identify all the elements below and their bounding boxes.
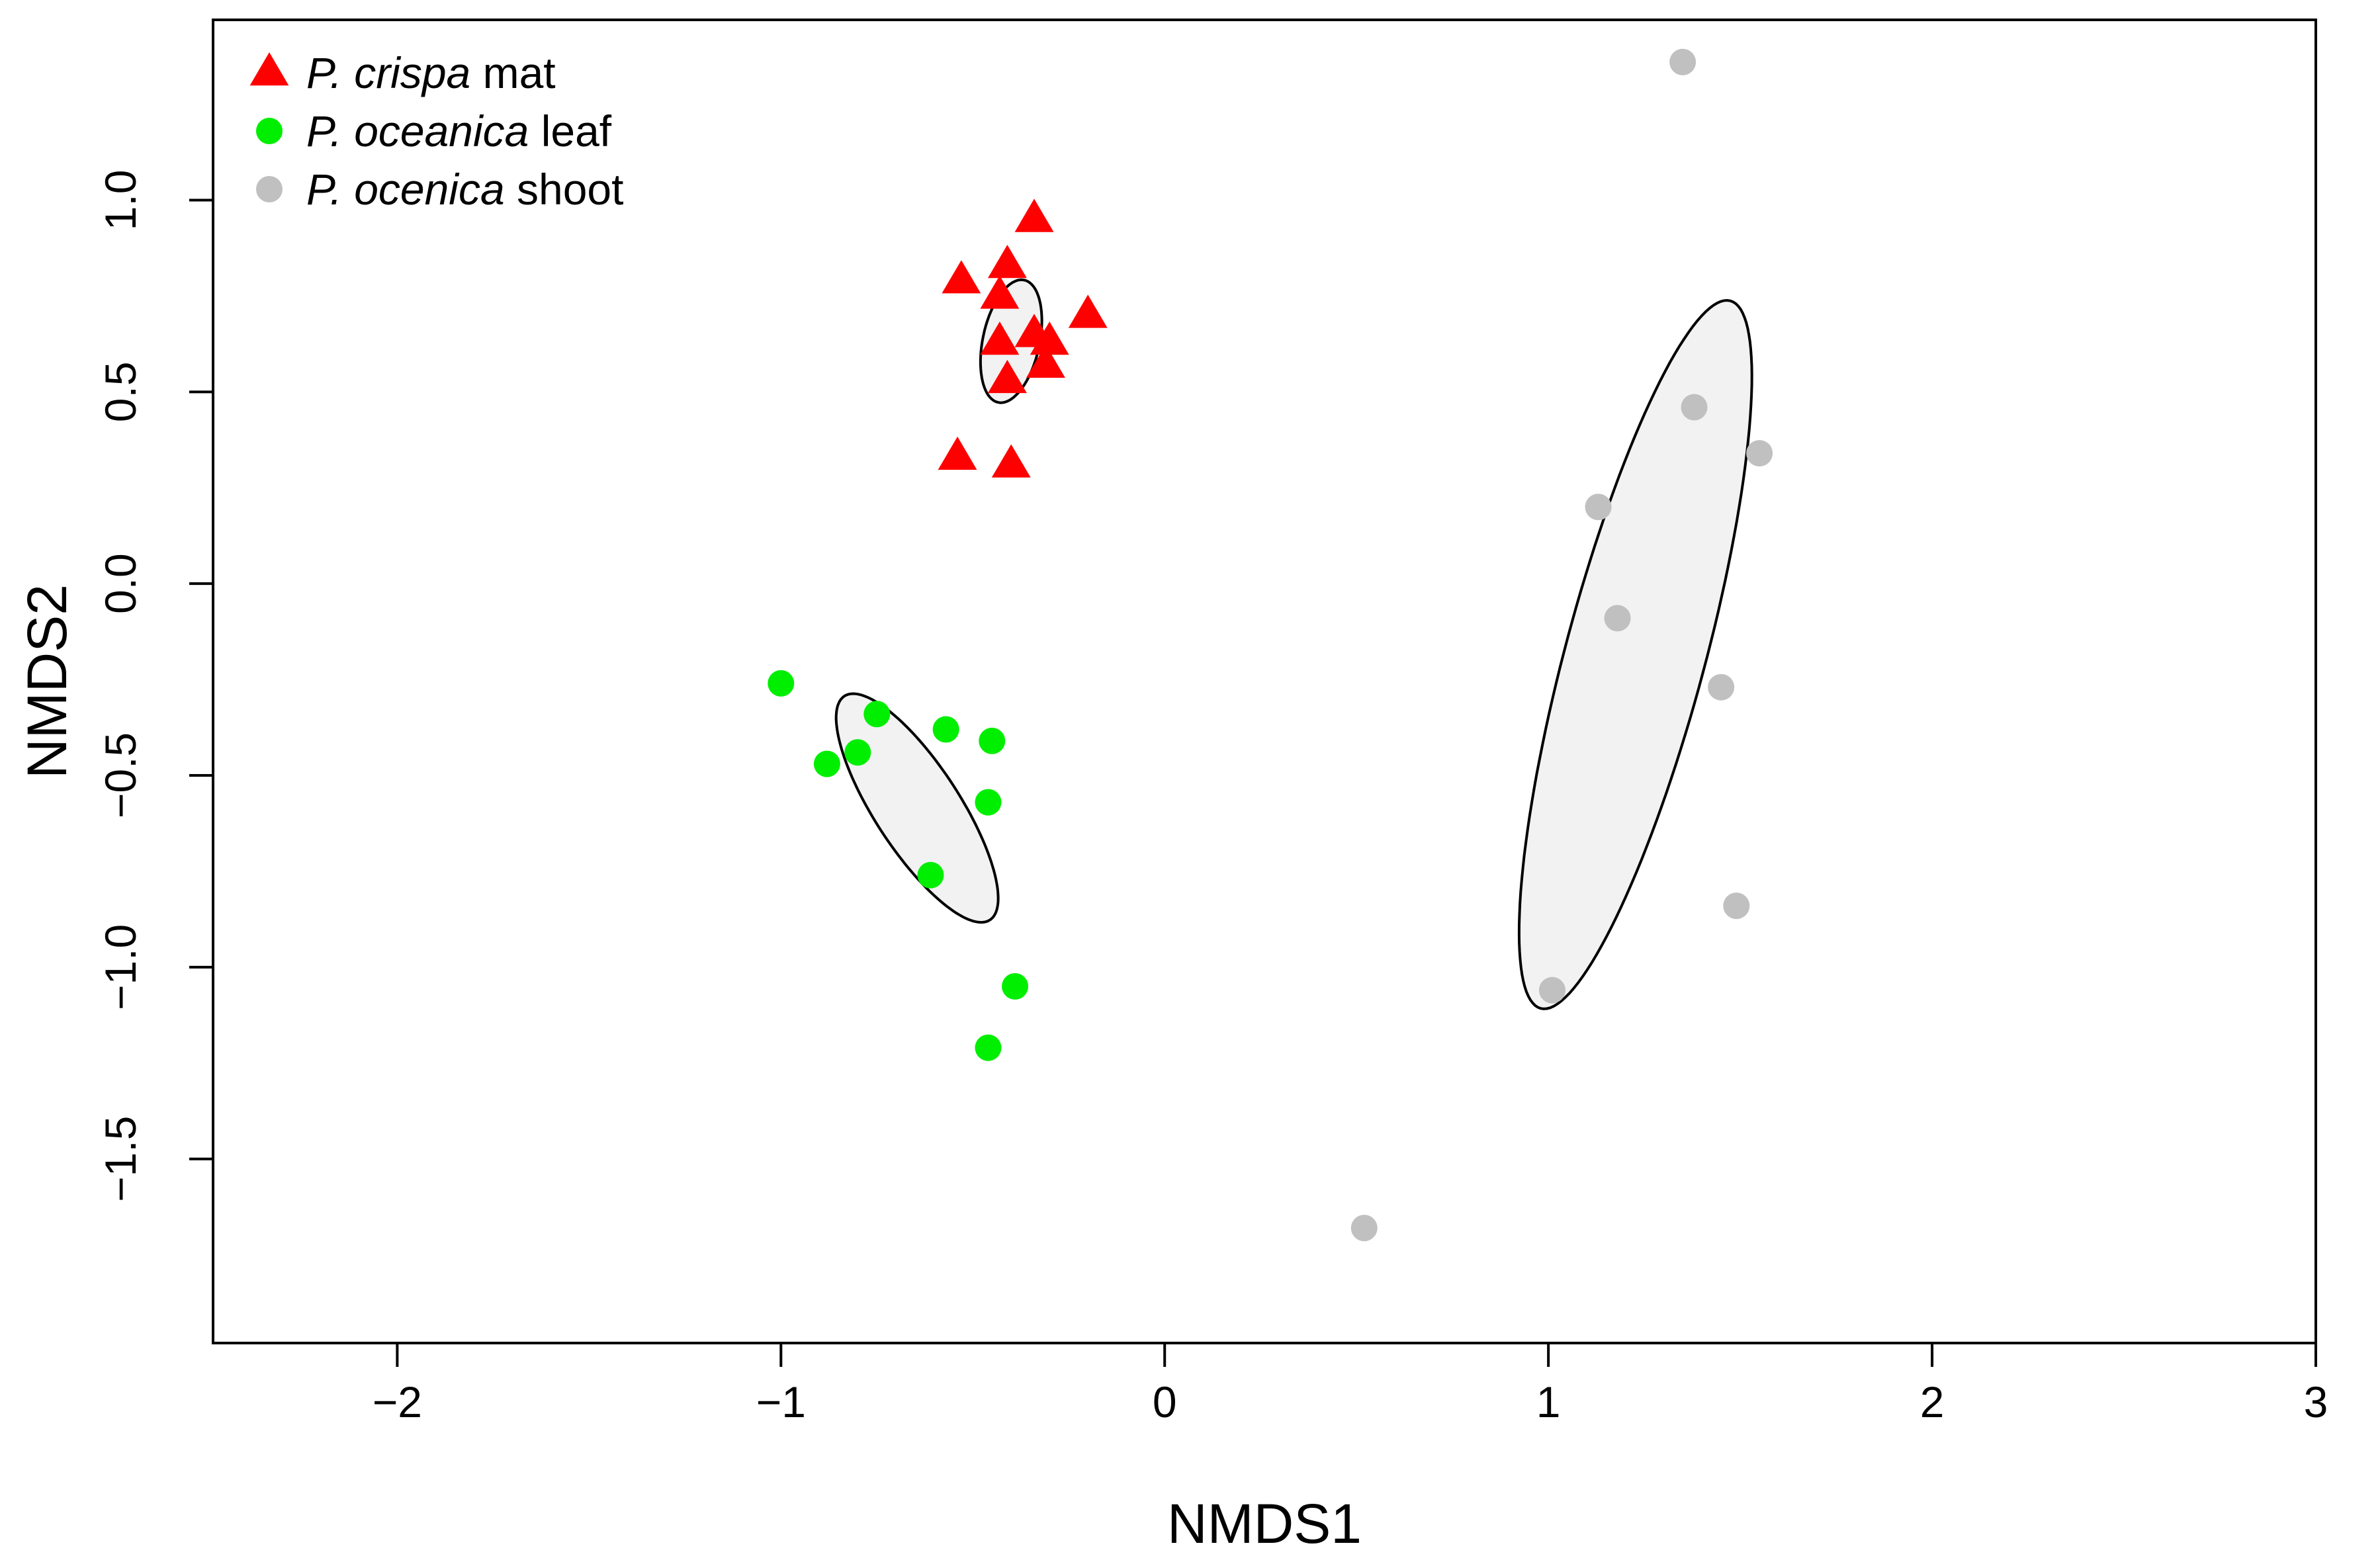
legend-marker-3 (256, 176, 283, 202)
ellipse-series-3 (1517, 298, 1753, 1010)
point-series-3 (1669, 48, 1697, 75)
y-axis-title: NMDS2 (16, 584, 78, 779)
point-series-1 (938, 436, 977, 470)
point-series-1 (1068, 294, 1108, 328)
legend-label-suffix: shoot (505, 165, 624, 214)
point-series-1 (980, 322, 1020, 355)
legend-label-italic: P. crispa (306, 48, 470, 97)
point-series-3 (1585, 494, 1612, 521)
point-series-3 (1538, 977, 1565, 1004)
point-series-2 (975, 789, 1002, 816)
point-series-2 (979, 727, 1006, 754)
legend-label-italic: P. oceanica (306, 107, 529, 155)
point-series-1 (980, 275, 1020, 309)
point-series-3 (1746, 440, 1773, 467)
x-axis-title: NMDS1 (1167, 1493, 1362, 1555)
x-tick-label: 3 (2304, 1377, 2328, 1426)
point-series-3 (1604, 605, 1631, 632)
point-series-1 (942, 260, 981, 294)
point-series-3 (1350, 1215, 1378, 1242)
point-series-3 (1708, 674, 1735, 701)
y-tick-label: 1.0 (96, 170, 145, 231)
x-tick-label: −2 (373, 1377, 422, 1426)
point-series-2 (932, 716, 959, 743)
y-tick-label: 0.0 (96, 553, 145, 614)
point-series-1 (1026, 344, 1065, 378)
legend-label-3: P. ocenica shoot (306, 165, 623, 214)
point-series-2 (813, 750, 840, 777)
point-series-2 (975, 1034, 1002, 1061)
legend-label-1: P. crispa mat (306, 48, 556, 97)
legend: P. crispa mat P. oceanica leaf P. ocenica … (249, 48, 623, 214)
x-tick-label: 2 (1920, 1377, 1945, 1426)
point-series-1 (1030, 322, 1069, 355)
y-tick-label: −1.5 (96, 1116, 145, 1202)
legend-label-suffix: leaf (529, 107, 611, 155)
y-tick-label: −0.5 (96, 732, 145, 818)
legend-marker-2 (256, 118, 283, 144)
x-axis: −2 −1 0 1 2 3 (373, 1342, 2328, 1426)
point-series-3 (1681, 394, 1708, 421)
legend-label-suffix: mat (470, 48, 555, 97)
y-tick-label: 0.5 (96, 361, 145, 422)
point-series-1 (988, 359, 1027, 394)
point-series-2 (768, 670, 795, 697)
point-series-1 (988, 245, 1027, 279)
legend-label-italic: P. ocenica (306, 165, 505, 214)
point-series-2 (917, 861, 944, 889)
x-tick-label: 1 (1536, 1377, 1561, 1426)
data-points (768, 48, 1773, 1242)
point-series-3 (1723, 892, 1750, 920)
point-series-2 (863, 701, 891, 728)
x-tick-label: −1 (756, 1377, 806, 1426)
point-series-2 (1002, 973, 1029, 1000)
y-tick-label: −1.0 (96, 924, 145, 1010)
x-tick-label: 0 (1153, 1377, 1177, 1426)
point-series-1 (1014, 198, 1054, 232)
point-series-1 (991, 444, 1031, 478)
legend-label-2: P. oceanica leaf (306, 107, 612, 155)
y-axis: −1.5 −1.0 −0.5 0.0 0.5 1.0 (96, 170, 214, 1202)
point-series-2 (844, 739, 871, 766)
legend-marker-1 (249, 52, 289, 86)
